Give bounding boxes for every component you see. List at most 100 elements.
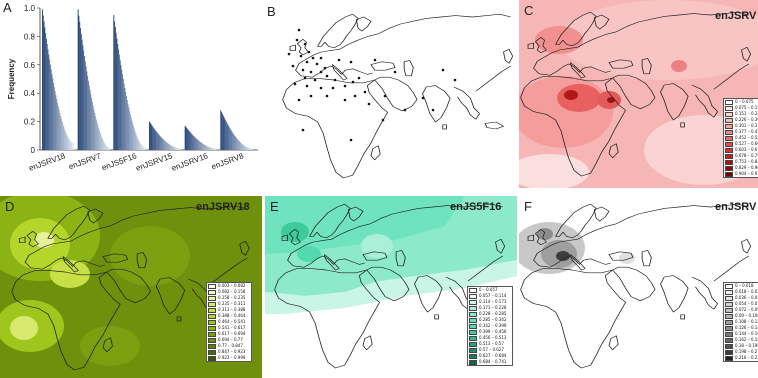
bar-enJSRV18 [57,102,58,150]
bar-enJSRV15 [174,147,176,150]
bar-enJSRV15 [152,126,154,150]
bar-enJSRV15 [158,134,160,150]
bar-enJSRV7 [80,33,82,150]
sample-point [363,90,367,94]
legend-row: 0 – 0.018 [724,283,758,289]
sample-point [303,76,307,80]
legend-label: 0.114 – 0.171 [479,299,507,304]
legend-label: 0.162 – 0.18 [735,337,758,342]
bar-enJSRV16 [203,144,205,150]
legend-row: 0.198 – 0.216 [724,349,758,355]
legend-swatch [208,289,216,295]
legend-row: 0 – 0.057 [468,287,512,293]
bar-enJS5F16 [126,100,128,150]
legend-swatch [725,319,733,325]
bar-enJSRV8 [223,117,225,150]
bar-enJS5F16 [127,103,129,150]
bar-enJSRV16 [214,148,216,150]
bar-enJSRV18 [67,136,69,150]
legend-label: 0.158 – 0.235 [218,295,246,300]
legend-swatch [469,293,477,299]
bar-enJS5F16 [125,92,127,150]
legend-label: 0.151 – 0.226 [735,111,758,116]
legend-row: 0.18 – 0.198 [724,343,758,349]
bar-enJSRV8 [230,130,232,150]
bar-enJSRV8 [248,148,250,150]
sample-point [297,98,301,102]
bar-enJSRV8 [231,131,233,150]
bar-enJSRV18 [51,74,53,150]
bar-enJS5F16 [114,27,116,150]
panel-a-frequency-chart: A 0 0.2 0.4 0.6 0.8 1.0 Frequency enJSRV18 enJS… [0,0,262,188]
bar-enJS5F16 [140,143,142,150]
bar-enJSRV15 [168,143,169,150]
legend-label: 0 – 0.018 [735,283,754,288]
bar-enJSRV18 [43,21,45,150]
sample-point [331,86,335,90]
map-c [519,0,758,188]
bar-enJS5F16 [137,137,139,150]
legend-label: 0 – 0.075 [735,99,754,104]
legend-label: 0.753 – 0.829 [735,159,758,164]
bar-enJSRV16 [201,142,203,150]
bar-enJSRV15 [156,132,158,150]
legend-row: 0.627 – 0.684 [468,353,512,359]
legend-swatch [469,347,477,353]
bar-enJSRV16 [191,134,193,150]
legend-swatch [725,331,733,337]
bar-enJSRV8 [229,128,231,150]
legend-row: 0.342 – 0.399 [468,323,512,329]
bar-enJSRV7 [95,119,97,150]
legend-label: 0.082 – 0.158 [218,289,246,294]
panel-c-map: C enJSRV 0 – 0.075 0.075 – 0.15 0.151 – 0.… [519,0,758,188]
bar-enJSRV15 [149,121,150,150]
legend-label: 0.228 – 0.285 [479,311,507,316]
legend-label: 0.144 – 0.162 [735,331,758,336]
bar-enJSRV15 [171,145,173,150]
bar-enJSRV15 [160,136,162,150]
bar-enJSRV15 [151,125,153,150]
legend-swatch [725,325,733,331]
legend-row: 0.829 – 0.904 [724,165,758,171]
bar-enJSRV7 [97,125,99,150]
bar-enJSRV16 [210,147,211,150]
bar-enJSRV18 [57,106,59,150]
bar-enJSRV8 [236,139,238,150]
bar-enJSRV8 [234,136,236,150]
legend-row: 0.228 – 0.285 [468,311,512,317]
bar-enJSRV8 [242,144,244,150]
bar-enJSRV18 [45,38,47,150]
bar-enJSRV16 [197,139,199,150]
bar-enJSRV16 [212,148,214,150]
bar-enJSRV16 [185,126,187,150]
legend-swatch [469,353,477,359]
bar-enJSRV15 [177,148,179,150]
legend-row: 0.036 – 0.054 [724,295,758,301]
legend-label: 0.388 – 0.464 [218,313,246,318]
bar-enJSRV18 [66,135,68,150]
legend-swatch [725,135,733,141]
bar-enJSRV8 [248,147,249,150]
bar-enJSRV8 [245,146,247,150]
bar-enJSRV16 [204,144,206,150]
legend-swatch [208,301,216,307]
bar-enJSRV16 [215,148,217,150]
bar-enJSRV8 [247,147,249,150]
bar-enJS5F16 [129,110,131,150]
legend-label: 0.072 – 0.09 [735,307,758,312]
sample-point [343,98,347,102]
sample-point [403,108,407,112]
legend-swatch [725,165,733,171]
bar-enJSRV18 [72,142,74,150]
legend-label: 0.527 – 0.603 [735,141,758,146]
bar-enJS5F16 [122,74,123,150]
legend-swatch [469,317,477,323]
bar-enJSRV15 [160,137,162,150]
legend-label: 0.77 – 0.847 [218,343,243,348]
bar-enJSRV8 [224,118,226,150]
legend-swatch [725,123,733,129]
bar-enJSRV18 [60,116,62,150]
